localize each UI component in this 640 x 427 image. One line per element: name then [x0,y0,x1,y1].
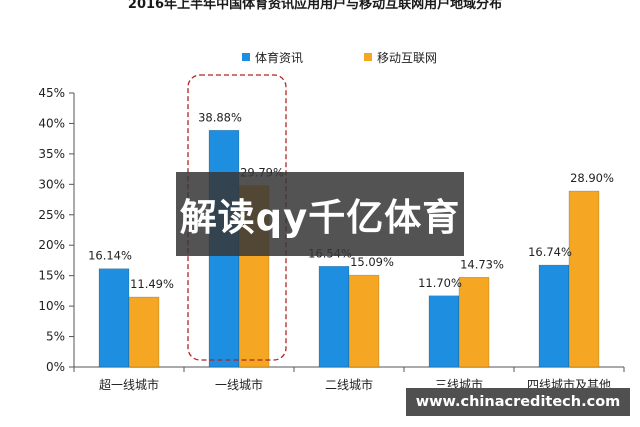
bar-mobile-internet [568,190,600,368]
overlay-band [176,172,464,256]
y-tick-label: 10% [38,299,65,313]
y-tick-label: 35% [38,147,65,161]
bar-sports-news [318,265,350,368]
legend-swatch [242,53,250,61]
bar-mobile-internet [458,277,490,368]
x-tick-label: 二线城市 [325,377,373,392]
data-label: 16.14% [88,249,132,263]
data-label: 28.90% [570,171,614,185]
data-label: 11.49% [130,277,174,291]
y-axis: 0% 5% 10% 15% 20% 25% 30% 35% 40% 45% [38,86,75,374]
bar-sports-news [538,264,570,368]
data-label: 11.70% [418,276,462,290]
chart-title: 2016年上半年中国体育资讯应用用户与移动互联网用户地域分布 [128,0,502,12]
url-badge[interactable]: www.chinacreditech.com [406,388,630,416]
overlay-headline: 解读qy千亿体育 [179,196,461,239]
bar-mobile-internet [128,296,160,368]
data-label: 14.73% [460,257,504,271]
bar-mobile-internet [348,274,380,368]
y-tick-label: 40% [38,116,65,130]
bar-sports-news [98,268,130,368]
data-label: 38.88% [198,110,242,124]
y-tick-label: 30% [38,177,65,191]
y-tick-label: 15% [38,269,65,283]
y-tick-label: 20% [38,238,65,252]
legend-swatch [364,53,372,61]
y-tick-label: 0% [46,360,65,374]
bar-sports-news [428,295,460,368]
legend: 体育资讯 移动互联网 [242,50,437,65]
data-label: 16.74% [528,245,572,259]
y-tick-label: 5% [46,330,65,344]
y-tick-label: 45% [38,86,65,100]
x-tick-label: 一线城市 [215,377,263,392]
legend-label: 移动互联网 [377,51,437,65]
y-tick-label: 25% [38,208,65,222]
x-tick-label: 超一线城市 [99,377,159,392]
legend-label: 体育资讯 [255,50,303,65]
data-label: 15.09% [350,255,394,269]
